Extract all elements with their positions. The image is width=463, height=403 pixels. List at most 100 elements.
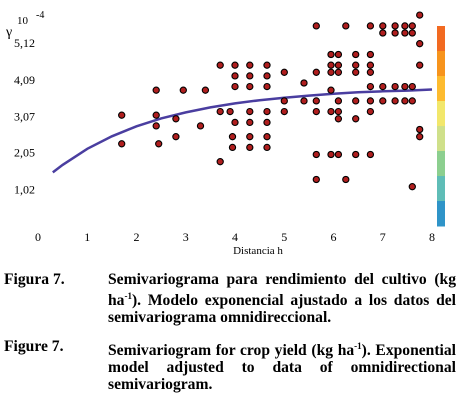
x-tick-label: 7 <box>380 230 386 244</box>
data-point <box>231 82 239 91</box>
x-tick-label: 4 <box>232 230 238 244</box>
data-point <box>312 68 320 76</box>
caption-en-label: Figure 7. <box>4 338 64 355</box>
data-point <box>172 133 180 141</box>
color-bar-segment <box>437 51 445 77</box>
data-point <box>312 150 320 159</box>
data-point <box>366 107 375 116</box>
data-point <box>379 82 387 91</box>
data-point <box>263 143 271 152</box>
data-point <box>216 61 224 69</box>
data-point <box>391 29 399 37</box>
data-point <box>152 111 160 119</box>
data-point <box>246 143 254 152</box>
data-point <box>334 50 343 59</box>
color-bar-segment <box>437 126 445 152</box>
y-tick-label: 1,02 <box>14 183 35 197</box>
y-axis-multiplier: 10 <box>17 15 29 27</box>
data-point <box>366 97 375 105</box>
data-point <box>216 107 224 116</box>
data-point <box>280 68 288 76</box>
color-bar-segment <box>437 26 445 52</box>
data-point <box>352 97 360 105</box>
y-axis-multiplier-exponent: -4 <box>36 10 44 21</box>
data-point <box>391 82 399 91</box>
y-tick-label: 5,12 <box>14 36 35 50</box>
x-tick-label: 8 <box>429 230 435 244</box>
data-point <box>416 61 424 69</box>
data-point <box>366 68 375 76</box>
data-point <box>342 175 350 184</box>
caption-en-text-a: Semivariogram for crop yield (kg ha <box>108 342 355 360</box>
data-point <box>312 175 320 184</box>
data-point <box>246 118 254 127</box>
data-point <box>379 22 387 30</box>
data-point <box>246 72 254 80</box>
data-point <box>352 68 360 76</box>
data-point <box>379 97 387 105</box>
caption-es-text-b: ). Modelo exponencial ajustado a los dat… <box>108 292 456 327</box>
data-point <box>391 22 399 30</box>
data-point <box>172 115 180 123</box>
data-point <box>263 107 271 116</box>
data-point <box>280 107 288 116</box>
data-point <box>408 29 416 37</box>
data-point <box>416 125 424 134</box>
x-tick-label: 3 <box>183 230 189 244</box>
data-point <box>408 97 416 105</box>
data-point <box>352 61 360 69</box>
data-point <box>408 22 416 30</box>
data-point <box>327 50 335 59</box>
x-tick-label: 2 <box>134 230 140 244</box>
data-point <box>334 115 343 123</box>
data-point <box>352 50 360 59</box>
x-tick-label: 0 <box>35 230 41 244</box>
data-points <box>118 11 424 191</box>
data-point <box>118 140 126 148</box>
data-point <box>246 82 254 91</box>
data-point <box>334 107 343 116</box>
data-point <box>312 97 320 105</box>
x-tick-label: 6 <box>331 230 337 244</box>
data-point <box>246 61 254 69</box>
y-tick-labels: 1,02 2,05 3,07 4,09 5,12 <box>14 36 35 197</box>
data-point <box>179 86 187 94</box>
data-point <box>300 97 308 105</box>
y-axis: γ 10 -4 <box>5 10 44 40</box>
data-point <box>408 82 416 91</box>
data-point <box>379 29 387 37</box>
data-point <box>231 61 239 69</box>
caption-en-superscript: -1 <box>354 341 362 351</box>
data-point <box>366 82 375 91</box>
data-point <box>246 133 254 141</box>
caption-es-text-a: Semivariograma para rendimiento del cult… <box>108 271 456 310</box>
data-point <box>312 107 320 116</box>
data-point <box>401 82 409 91</box>
data-point <box>401 97 409 105</box>
data-point <box>263 61 271 69</box>
exponential-model-curve <box>52 88 433 174</box>
data-point <box>416 11 424 19</box>
data-point <box>201 86 210 94</box>
data-point <box>352 115 360 123</box>
data-point <box>352 150 360 159</box>
x-tick-label: 5 <box>281 230 287 244</box>
data-point <box>246 107 254 116</box>
data-point <box>366 50 375 59</box>
data-point <box>342 22 350 30</box>
data-point <box>263 133 271 141</box>
data-point <box>231 72 239 80</box>
data-point <box>263 118 271 127</box>
data-point <box>228 133 237 141</box>
data-point <box>416 133 424 141</box>
caption-english: Figure 7. Semivariogram for crop yield (… <box>4 338 456 393</box>
color-bar-segment <box>437 201 445 227</box>
caption-es-text: Semivariograma para rendimiento del cult… <box>108 271 456 326</box>
semivariogram-chart: γ 10 -4 1,02 2,05 3,07 4,09 5,12 0 1 2 3 4 5 6 7 8 D… <box>5 10 445 257</box>
color-bar-segment <box>437 76 445 102</box>
color-bar-segment <box>437 151 445 177</box>
data-point <box>401 22 409 30</box>
data-point <box>408 183 416 191</box>
y-axis-symbol: γ <box>5 25 12 40</box>
data-point <box>118 111 126 119</box>
